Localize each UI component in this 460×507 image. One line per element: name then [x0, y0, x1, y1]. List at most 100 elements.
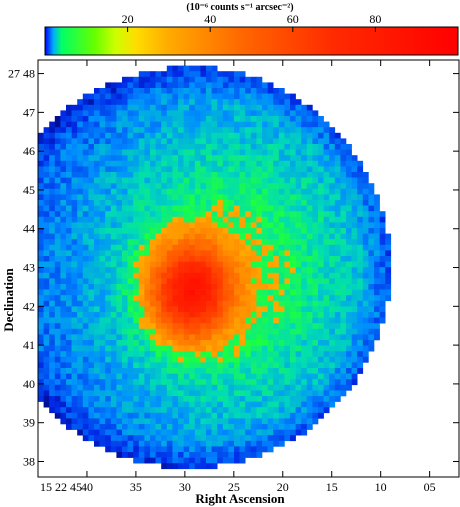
- heatmap-cell: [94, 188, 100, 195]
- heatmap-cell: [116, 435, 123, 442]
- heatmap-cell: [166, 396, 173, 402]
- heatmap-cell: [206, 452, 212, 458]
- heatmap-cell: [312, 345, 319, 352]
- heatmap-cell: [110, 384, 117, 391]
- heatmap-cell: [166, 317, 173, 324]
- heatmap-cell: [200, 93, 207, 100]
- heatmap-cell: [217, 104, 224, 111]
- heatmap-cell: [278, 379, 285, 386]
- heatmap-cell: [183, 222, 190, 229]
- heatmap-cell: [211, 396, 218, 402]
- heatmap-cell: [150, 446, 156, 453]
- heatmap-cell: [77, 250, 84, 257]
- colorbar-tick-label: 60: [287, 12, 299, 26]
- heatmap-cell: [71, 138, 78, 145]
- heatmap-cell: [116, 99, 123, 106]
- heatmap-cell: [189, 104, 196, 111]
- heatmap-cell: [228, 435, 235, 442]
- heatmap-cell: [245, 183, 252, 190]
- heatmap-cell: [172, 373, 179, 380]
- heatmap-cell: [278, 368, 285, 374]
- heatmap-cell: [234, 76, 240, 83]
- heatmap-cell: [262, 256, 268, 262]
- heatmap-cell: [161, 205, 168, 212]
- heatmap-cell: [138, 82, 145, 89]
- heatmap-cell: [94, 340, 100, 346]
- heatmap-cell: [138, 188, 145, 195]
- heatmap-cell: [183, 116, 190, 122]
- heatmap-cell: [71, 295, 78, 302]
- heatmap-cell: [200, 328, 207, 335]
- heatmap-cell: [172, 104, 179, 111]
- heatmap-cell: [290, 200, 296, 206]
- heatmap-cell: [127, 88, 134, 94]
- heatmap-cell: [189, 446, 196, 453]
- heatmap-cell: [245, 132, 252, 139]
- heatmap-cell: [262, 289, 268, 296]
- heatmap-cell: [166, 93, 173, 100]
- heatmap-cell: [340, 334, 347, 341]
- heatmap-cell: [138, 194, 145, 201]
- heatmap-cell: [284, 306, 291, 313]
- heatmap-cell: [217, 194, 224, 201]
- heatmap-cell: [278, 323, 285, 330]
- heatmap-cell: [94, 328, 100, 335]
- heatmap-cell: [138, 440, 145, 447]
- heatmap-cell: [127, 435, 134, 442]
- heatmap-cell: [189, 440, 196, 447]
- heatmap-cell: [211, 127, 218, 134]
- heatmap-cell: [318, 340, 324, 346]
- heatmap-cell: [105, 211, 112, 218]
- heatmap-cell: [323, 300, 330, 307]
- heatmap-cell: [217, 272, 224, 279]
- heatmap-cell: [239, 256, 246, 262]
- heatmap-cell: [306, 272, 313, 279]
- heatmap-cell: [374, 306, 380, 313]
- heatmap-cell: [138, 93, 145, 100]
- heatmap-cell: [278, 121, 285, 128]
- heatmap-cell: [206, 457, 212, 464]
- heatmap-cell: [273, 418, 280, 425]
- heatmap-cell: [161, 200, 168, 206]
- heatmap-cell: [127, 99, 134, 106]
- heatmap-cell: [222, 424, 229, 430]
- heatmap-cell: [172, 368, 179, 374]
- heatmap-cell: [206, 121, 212, 128]
- heatmap-cell: [239, 93, 246, 100]
- heatmap-cell: [43, 373, 50, 380]
- heatmap-cell: [122, 160, 128, 167]
- heatmap-cell: [88, 116, 95, 122]
- heatmap-cell: [301, 211, 308, 218]
- heatmap-cell: [150, 104, 156, 111]
- heatmap-cell: [318, 396, 324, 402]
- heatmap-cell: [250, 149, 257, 156]
- heatmap-cell: [105, 373, 112, 380]
- heatmap-cell: [166, 351, 173, 358]
- heatmap-cell: [105, 390, 112, 397]
- heatmap-cell: [206, 233, 212, 240]
- heatmap-cell: [105, 88, 112, 94]
- heatmap-cell: [323, 233, 330, 240]
- heatmap-cell: [161, 384, 168, 391]
- heatmap-cell: [284, 312, 291, 318]
- heatmap-cell: [144, 412, 151, 419]
- heatmap-cell: [38, 334, 44, 341]
- heatmap-cell: [178, 110, 184, 117]
- heatmap-cell: [245, 110, 252, 117]
- heatmap-cell: [228, 424, 235, 430]
- heatmap-cell: [94, 396, 100, 402]
- heatmap-cell: [379, 222, 386, 229]
- heatmap-cell: [54, 160, 61, 167]
- heatmap-cell: [150, 228, 156, 234]
- heatmap-cell: [284, 177, 291, 184]
- heatmap-cell: [161, 446, 168, 453]
- heatmap-cell: [194, 222, 201, 229]
- heatmap-cell: [183, 239, 190, 246]
- heatmap-cell: [122, 351, 128, 358]
- heatmap-cell: [172, 138, 179, 145]
- heatmap-cell: [82, 244, 89, 251]
- heatmap-cell: [183, 93, 190, 100]
- heatmap-cell: [178, 205, 184, 212]
- heatmap-cell: [150, 435, 156, 442]
- heatmap-cell: [161, 233, 168, 240]
